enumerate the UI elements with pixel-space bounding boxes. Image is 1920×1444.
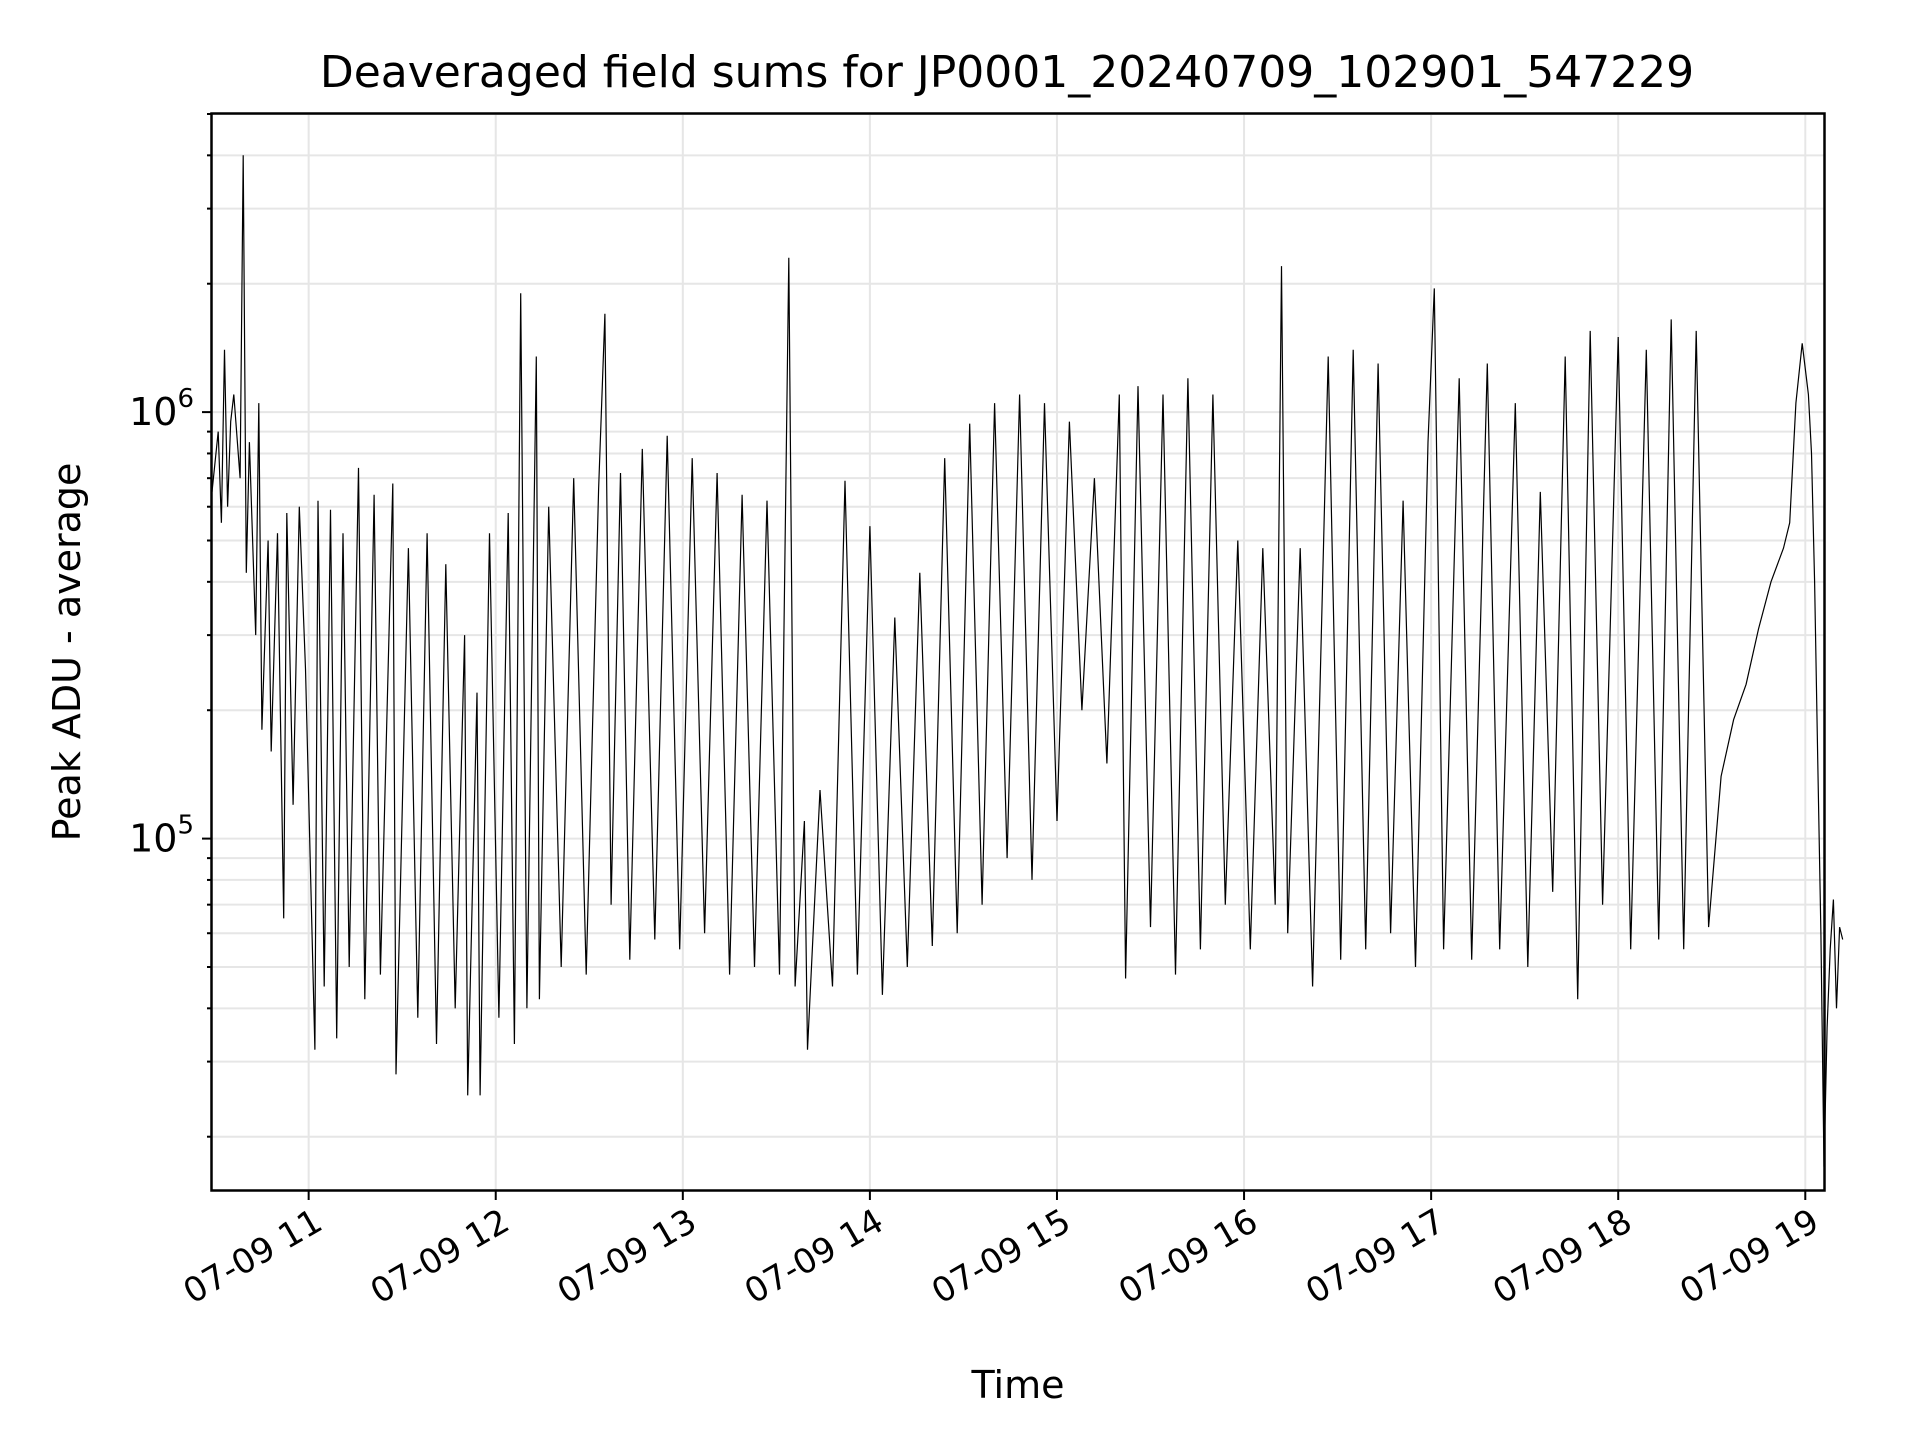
x-tick-label: 07-09 19 bbox=[1673, 1201, 1825, 1312]
x-tick-label: 07-09 13 bbox=[551, 1201, 703, 1312]
y-tick-label-base: 10 bbox=[129, 390, 177, 434]
x-tick-label: 07-09 16 bbox=[1112, 1201, 1264, 1312]
y-tick-label: 106 bbox=[129, 384, 194, 434]
x-tick-label: 07-09 12 bbox=[364, 1201, 516, 1312]
x-tick-label: 07-09 15 bbox=[925, 1201, 1077, 1312]
y-tick-label-exponent: 5 bbox=[177, 811, 194, 841]
y-tick-label: 105 bbox=[129, 811, 194, 861]
grid-layer bbox=[212, 113, 1824, 1190]
x-tick-label: 07-09 17 bbox=[1299, 1201, 1451, 1312]
x-tick-label: 07-09 18 bbox=[1486, 1201, 1638, 1312]
x-tick-label: 07-09 11 bbox=[177, 1201, 329, 1312]
y-tick-label-base: 10 bbox=[129, 817, 177, 861]
x-axis-label: Time bbox=[971, 1363, 1065, 1407]
x-tick-label: 07-09 14 bbox=[738, 1201, 890, 1312]
y-axis-label: Peak ADU - average bbox=[45, 463, 89, 842]
series-line bbox=[211, 155, 1844, 1167]
data-layer bbox=[211, 155, 1844, 1167]
y-tick-label-exponent: 6 bbox=[177, 384, 194, 414]
plot-frame bbox=[210, 112, 1826, 1192]
chart-title: Deaveraged field sums for JP0001_2024070… bbox=[320, 47, 1694, 98]
